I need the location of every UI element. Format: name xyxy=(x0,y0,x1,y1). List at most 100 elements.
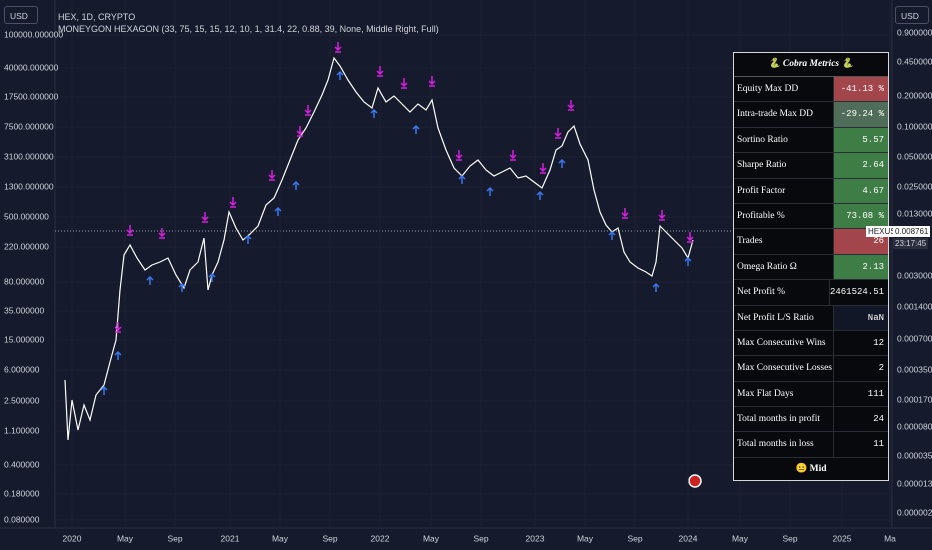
right-axis-label: 0.000700 xyxy=(897,333,932,343)
sell-marker xyxy=(567,100,575,111)
sell-marker xyxy=(509,150,517,161)
x-axis-label: May xyxy=(732,533,749,543)
buy-marker xyxy=(608,230,616,240)
metric-value: 11 xyxy=(873,439,884,450)
x-axis-label: May xyxy=(272,533,289,543)
table-row: Sharpe Ratio 2.64 xyxy=(734,153,888,179)
table-row: Max Flat Days 111 xyxy=(734,381,888,408)
metric-name: Equity Max DD xyxy=(734,77,834,102)
metric-value: 12 xyxy=(873,337,884,348)
sell-marker xyxy=(554,128,562,139)
symbol-title: HEX, 1D, CRYPTO xyxy=(58,12,136,22)
x-axis-label: May xyxy=(117,533,134,543)
x-axis-label: Sep xyxy=(167,533,182,543)
buy-marker xyxy=(370,108,378,118)
x-axis-label: 2021 xyxy=(221,533,240,543)
right-axis-label: 0.900000 xyxy=(897,27,932,37)
buy-marker xyxy=(208,272,216,282)
right-axis-label: 0.000013 xyxy=(897,478,932,488)
buy-marker xyxy=(114,350,122,360)
sell-marker xyxy=(304,105,312,116)
left-axis-label: 80.000000 xyxy=(4,276,44,286)
right-axis-label: 0.000350 xyxy=(897,364,932,374)
table-row: Max Consecutive Wins 12 xyxy=(734,330,888,357)
buy-marker xyxy=(412,124,420,134)
currency-button[interactable]: USD xyxy=(4,6,38,24)
table-row: Profitable % 73.08 % xyxy=(734,203,888,230)
right-axis-label: 0.001400 xyxy=(897,301,932,311)
buy-marker xyxy=(146,275,154,285)
price-tag: 0.008761 xyxy=(893,226,931,237)
x-axis-label: Ma xyxy=(884,533,896,543)
symbol-tag: HEXUSD xyxy=(866,226,904,237)
sell-marker xyxy=(201,212,209,223)
right-axis-label: 0.000002 xyxy=(897,507,932,517)
table-row: Profit Factor 4.67 xyxy=(734,178,888,204)
sell-marker xyxy=(114,322,122,333)
sell-marker xyxy=(400,78,408,89)
x-axis-label: 2023 xyxy=(526,533,545,543)
buy-marker xyxy=(684,256,692,266)
sell-marker xyxy=(229,197,237,208)
metric-value: -29.24 % xyxy=(834,102,888,127)
metric-name: Sortino Ratio xyxy=(734,127,834,153)
currency-button[interactable]: USD xyxy=(895,6,929,24)
buy-marker xyxy=(652,282,660,292)
left-axis-label: 17500.000000 xyxy=(4,91,59,101)
table-row: Sortino Ratio 5.57 xyxy=(734,127,888,154)
metric-value: NaN xyxy=(834,305,888,330)
table-row: Total months in loss 11 xyxy=(734,432,888,458)
x-axis-label: Sep xyxy=(782,533,797,543)
buy-marker xyxy=(244,234,252,244)
table-row: Net Profit %2461524.51 % xyxy=(734,280,888,321)
metric-value: 2.13 xyxy=(834,254,888,280)
right-axis-label: 0.025000 xyxy=(897,181,932,191)
left-axis-label: 1.100000 xyxy=(4,425,40,435)
metric-value: 73.08 % xyxy=(834,203,888,229)
buy-marker xyxy=(336,70,344,80)
metric-value: 2 xyxy=(878,363,884,374)
right-axis-label: 0.013000 xyxy=(897,208,932,218)
left-axis-label: 7500.000000 xyxy=(4,121,54,131)
sell-marker xyxy=(621,208,629,219)
table-footer: 😐 Mid xyxy=(795,463,827,474)
table-row: Omega Ratio Ω 2.13 xyxy=(734,254,888,281)
x-axis-label: May xyxy=(423,533,440,543)
metrics-table: 🐍 Cobra Metrics 🐍 Equity Max DD -41.13 % I… xyxy=(733,52,889,481)
left-axis-label: 1300.000000 xyxy=(4,181,54,191)
x-axis-label: Sep xyxy=(322,533,337,543)
right-axis-label: 0.100000 xyxy=(897,121,932,131)
metric-name: Max Consecutive Losses xyxy=(734,356,834,381)
right-axis-label: 0.003000 xyxy=(897,270,932,280)
table-row: Intra-trade Max DD -29.24 % xyxy=(734,102,888,128)
left-axis-label: 40000.000000 xyxy=(4,62,59,72)
left-axis-label: 500.000000 xyxy=(4,211,49,221)
right-axis-label: 0.000170 xyxy=(897,394,932,404)
x-axis-label: Sep xyxy=(627,533,642,543)
metric-value: 111 xyxy=(867,388,884,399)
metric-name: Omega Ratio Ω xyxy=(734,254,834,280)
x-axis-label: Sep xyxy=(473,533,488,543)
metric-value: 24 xyxy=(873,414,884,425)
metric-value: -41.13 % xyxy=(834,77,888,102)
metric-name: Total months in loss xyxy=(734,432,834,457)
left-axis-label: 0.080000 xyxy=(4,514,40,524)
buy-marker xyxy=(458,174,466,184)
price-series xyxy=(64,56,694,441)
sell-marker xyxy=(428,76,436,87)
table-body: Equity Max DD -41.13 % Intra-trade Max DD -… xyxy=(734,77,888,458)
buy-marker xyxy=(292,180,300,190)
buy-marker xyxy=(178,282,186,292)
metric-name: Total months in profit xyxy=(734,407,834,432)
table-row: Net Profit L/S Ratio NaN xyxy=(734,305,888,331)
sell-marker xyxy=(686,232,694,243)
metric-name: Trades xyxy=(734,229,834,254)
sell-marker xyxy=(376,66,384,77)
table-row: Equity Max DD -41.13 % xyxy=(734,77,888,103)
buy-marker xyxy=(558,158,566,168)
event-flag[interactable] xyxy=(688,474,702,488)
right-axis-label: 0.450000 xyxy=(897,56,932,66)
left-axis-label: 0.400000 xyxy=(4,459,40,469)
left-axis-label: 15.000000 xyxy=(4,334,44,344)
